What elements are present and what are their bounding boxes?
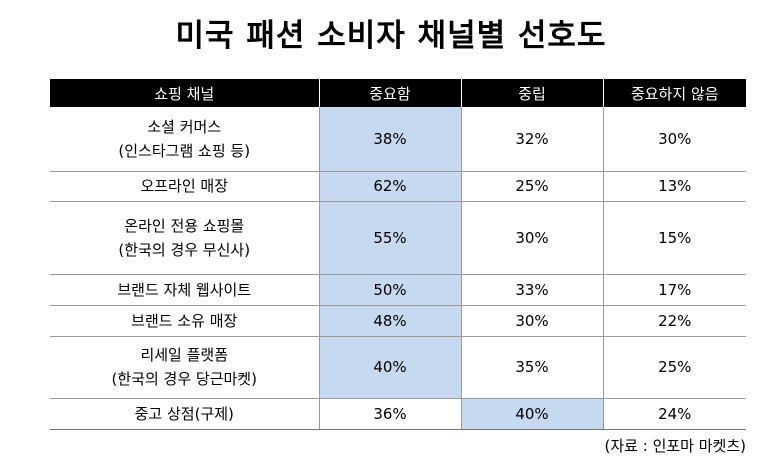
channel-name: 소셜 커머스 xyxy=(147,117,222,136)
channel-cell: 리세일 플랫폼 (한국의 경우 당근마켓) xyxy=(50,336,319,399)
page-title: 미국 패션 소비자 채널별 선호도 xyxy=(175,18,607,54)
header-neutral: 중립 xyxy=(460,79,603,107)
neutral-cell: 35% xyxy=(460,336,603,399)
not-important-cell: 22% xyxy=(602,305,746,337)
channel-name: 리세일 플랫폼 xyxy=(140,346,229,364)
channel-note: (인스타그램 쇼핑 등) xyxy=(118,141,251,160)
important-cell: 55% xyxy=(318,201,461,275)
channel-cell: 온라인 전용 쇼핑몰 (한국의 경우 무신사) xyxy=(50,201,319,275)
header-channel: 쇼핑 채널 xyxy=(50,79,319,107)
table-row: 중고 상점(구제) 36% 40% 24% xyxy=(50,398,746,430)
header-not-important: 중요하지 않음 xyxy=(602,79,746,107)
channel-note: (한국의 경우 무신사) xyxy=(118,240,251,259)
channel-cell: 브랜드 소유 매장 xyxy=(50,305,319,337)
neutral-cell: 25% xyxy=(460,171,603,202)
neutral-cell: 33% xyxy=(460,274,603,306)
neutral-cell: 30% xyxy=(460,201,603,275)
table-row: 리세일 플랫폼 (한국의 경우 당근마켓) 40% 35% 25% xyxy=(50,336,746,399)
table-row: 브랜드 소유 매장 48% 30% 22% xyxy=(50,305,746,337)
important-cell: 48% xyxy=(318,305,461,337)
channel-note: (한국의 경우 당근마켓) xyxy=(111,370,257,388)
table-row: 온라인 전용 쇼핑몰 (한국의 경우 무신사) 55% 30% 15% xyxy=(50,201,746,275)
not-important-cell: 17% xyxy=(602,274,746,306)
channel-name: 중고 상점(구제) xyxy=(134,404,234,423)
important-cell: 50% xyxy=(318,274,461,306)
neutral-cell: 40% xyxy=(460,398,603,430)
source-note: (자료 : 인포마 마켓츠) xyxy=(604,437,746,455)
channel-name: 브랜드 소유 매장 xyxy=(131,311,238,330)
preference-table: 쇼핑 채널 중요함 중립 중요하지 않음 소셜 커머스 (인스타그램 쇼핑 등)… xyxy=(50,79,746,430)
table-row: 오프라인 매장 62% 25% 13% xyxy=(50,171,746,202)
not-important-cell: 25% xyxy=(602,336,746,399)
table-row: 소셜 커머스 (인스타그램 쇼핑 등) 38% 32% 30% xyxy=(50,107,746,172)
table-row: 브랜드 자체 웹사이트 50% 33% 17% xyxy=(50,274,746,306)
important-cell: 40% xyxy=(318,336,461,399)
channel-cell: 소셜 커머스 (인스타그램 쇼핑 등) xyxy=(50,107,319,172)
not-important-cell: 30% xyxy=(602,107,746,172)
important-cell: 62% xyxy=(318,171,461,202)
not-important-cell: 15% xyxy=(602,201,746,275)
not-important-cell: 13% xyxy=(602,171,746,202)
neutral-cell: 32% xyxy=(460,107,603,172)
channel-name: 오프라인 매장 xyxy=(140,177,229,195)
not-important-cell: 24% xyxy=(602,398,746,430)
channel-cell: 중고 상점(구제) xyxy=(50,398,319,430)
table-header-row: 쇼핑 채널 중요함 중립 중요하지 않음 xyxy=(50,79,746,107)
channel-name: 온라인 전용 쇼핑몰 xyxy=(124,216,245,235)
important-cell: 36% xyxy=(318,398,461,430)
header-important: 중요함 xyxy=(318,79,461,107)
channel-cell: 오프라인 매장 xyxy=(50,171,319,202)
channel-name: 브랜드 자체 웹사이트 xyxy=(117,280,252,299)
neutral-cell: 30% xyxy=(460,305,603,337)
channel-cell: 브랜드 자체 웹사이트 xyxy=(50,274,319,306)
important-cell: 38% xyxy=(318,107,461,172)
